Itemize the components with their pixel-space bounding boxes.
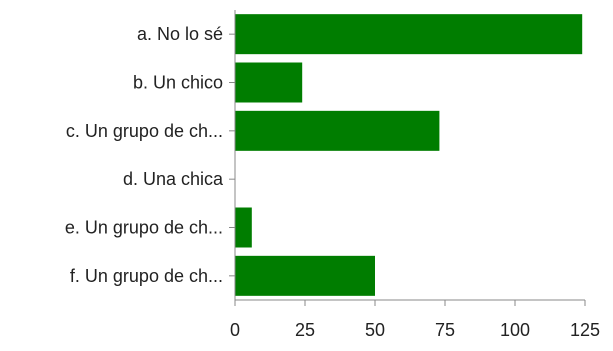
category-label-e: e. Un grupo de ch...: [65, 218, 223, 238]
x-tick-label: 50: [365, 320, 385, 340]
bar-f: [235, 255, 375, 296]
axes: [229, 10, 585, 306]
bar-c: [235, 110, 440, 151]
bar-e: [235, 207, 252, 248]
x-tick-label: 0: [230, 320, 240, 340]
category-label-a: a. No lo sé: [137, 24, 223, 44]
x-tick-label: 100: [500, 320, 530, 340]
bar-a: [235, 14, 583, 55]
x-tick-label: 75: [435, 320, 455, 340]
category-label-c: c. Un grupo de ch...: [66, 121, 223, 141]
bars-group: [235, 14, 583, 296]
category-label-d: d. Una chica: [123, 169, 224, 189]
x-axis-ticks: 0 25 50 75 100 125: [230, 300, 600, 340]
category-label-f: f. Un grupo de ch...: [70, 266, 223, 286]
x-tick-label: 25: [295, 320, 315, 340]
x-tick-label: 125: [570, 320, 600, 340]
bar-b: [235, 62, 303, 103]
category-label-b: b. Un chico: [133, 73, 223, 93]
category-labels: a. No lo sé b. Un chico c. Un grupo de ch.…: [65, 24, 224, 286]
